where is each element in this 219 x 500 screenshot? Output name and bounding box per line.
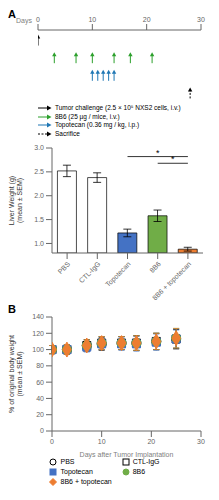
svg-text:Days: Days xyxy=(16,17,32,25)
svg-text:60: 60 xyxy=(36,379,44,386)
svg-text:100: 100 xyxy=(32,346,44,353)
svg-text:40: 40 xyxy=(36,395,44,402)
html-text:CTL-IgG: CTL-IgG xyxy=(132,458,160,465)
svg-text:20: 20 xyxy=(147,438,155,445)
html-text:B: B xyxy=(8,303,16,315)
svg-text:0: 0 xyxy=(40,427,44,434)
svg-text:3.0: 3.0 xyxy=(34,144,44,151)
svg-text:Liver Weight (g)(mean ± SEM): Liver Weight (g)(mean ± SEM) xyxy=(8,176,24,225)
svg-text:30: 30 xyxy=(197,438,205,445)
svg-text:20: 20 xyxy=(36,411,44,418)
html-text:Sacrifice: Sacrifice xyxy=(55,129,80,137)
svg-text:CTL-IgG: CTL-IgG xyxy=(78,260,103,285)
svg-text:2.5: 2.5 xyxy=(34,168,44,175)
svg-text:30: 30 xyxy=(197,16,205,23)
svg-text:1.0: 1.0 xyxy=(34,240,44,247)
html-text:8B6: 8B6 xyxy=(132,468,146,475)
html-text:PBS: PBS xyxy=(60,458,75,465)
svg-text:20: 20 xyxy=(143,16,151,23)
svg-text:8B6: 8B6 xyxy=(148,260,162,274)
svg-text:*: * xyxy=(171,154,175,164)
html-text:Topotecan: Topotecan xyxy=(60,468,93,475)
html-text:Topotecan (0.36 mg / kg, i.p.): Topotecan (0.36 mg / kg, i.p.) xyxy=(55,121,140,128)
svg-text:8B6 + topotecan: 8B6 + topotecan xyxy=(151,260,193,302)
svg-text:120: 120 xyxy=(32,330,44,337)
svg-text:% of original body weight(mean: % of original body weight(mean ± SEM) xyxy=(8,335,24,413)
svg-text:2.0: 2.0 xyxy=(34,192,44,199)
svg-text:*: * xyxy=(156,148,160,158)
svg-text:10: 10 xyxy=(88,16,96,23)
svg-text:140: 140 xyxy=(32,313,44,320)
html-text:8B6 (25 µg / mice, i.v.): 8B6 (25 µg / mice, i.v.) xyxy=(55,112,120,120)
svg-text:0: 0 xyxy=(36,16,40,23)
svg-text:10: 10 xyxy=(98,438,106,445)
html-text:Tumor challenge (2.5 × 10⁵ NXS: Tumor challenge (2.5 × 10⁵ NXS2 cells, i… xyxy=(55,104,181,111)
svg-text:PBS: PBS xyxy=(56,260,71,275)
svg-text:1.5: 1.5 xyxy=(34,216,44,223)
html-text:A: A xyxy=(8,8,16,20)
svg-text:Topotecan: Topotecan xyxy=(104,260,133,289)
html-text:8B6 + topotecan: 8B6 + topotecan xyxy=(60,478,112,485)
svg-text:Days after Tumor Implantation: Days after Tumor Implantation xyxy=(80,451,174,459)
svg-text:0: 0 xyxy=(50,438,54,445)
svg-text:80: 80 xyxy=(36,362,44,369)
